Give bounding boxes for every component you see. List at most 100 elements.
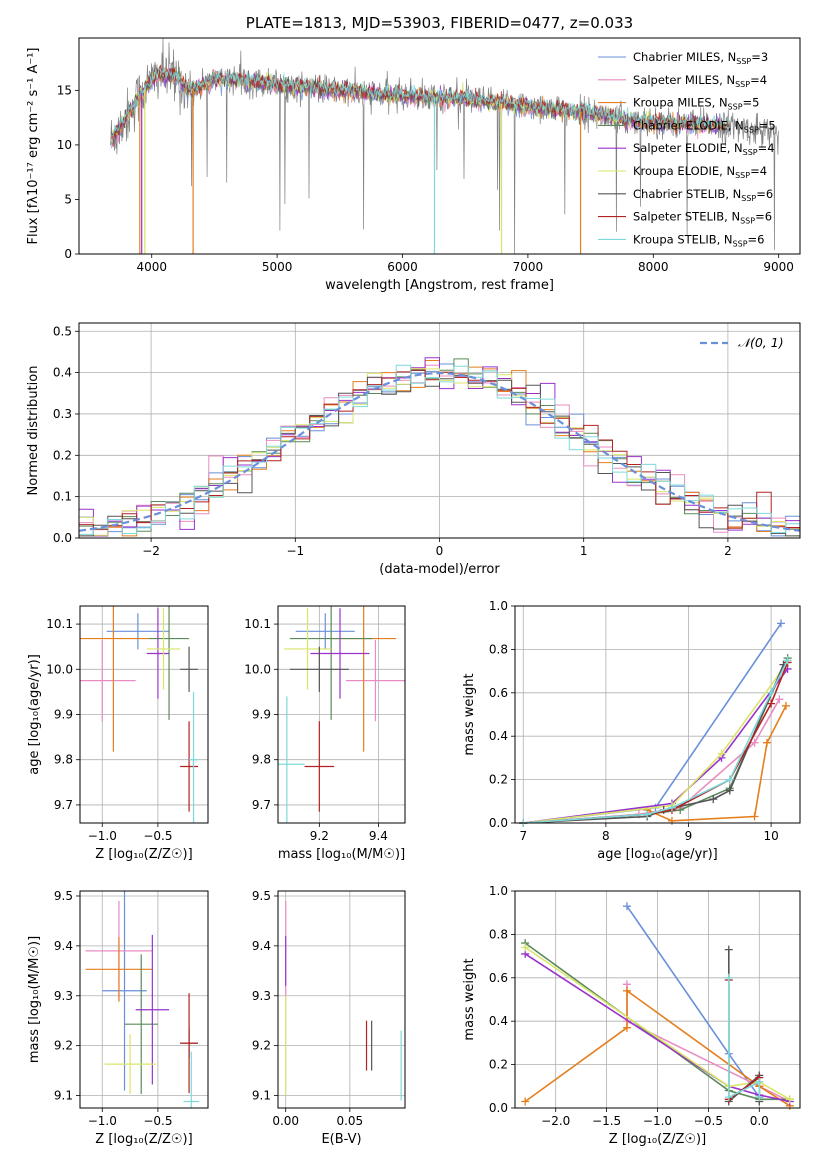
data-point: [725, 786, 734, 795]
chart-residual-histogram: −2 −1 0 1 2 0.0 0.1 0.2 0.3 0.4 0.5 (data-model)/er…: [26, 322, 801, 577]
data-point: [755, 1093, 764, 1102]
histogram-7: [79, 369, 800, 530]
x-axis-label: (data-model)/error: [379, 562, 500, 577]
y-tick-label: 9.4: [54, 939, 73, 953]
y-axis-label: mass weight: [462, 958, 477, 1040]
legend-subscript: SSP: [740, 217, 755, 226]
legend-entry: Kroupa ELODIE, NSSP=4: [633, 164, 767, 180]
data-point: [643, 810, 652, 819]
x-tick-label: −1.0: [88, 1114, 117, 1128]
legend-text-tail: =6: [756, 187, 773, 201]
data-point: [777, 619, 785, 628]
data-point: [622, 1023, 631, 1032]
x-tick-label: −1.5: [592, 1114, 621, 1128]
x-tick-label: 8000: [638, 260, 669, 274]
y-tick-label: 0.6: [489, 971, 508, 985]
axes-frame: [78, 37, 801, 255]
data-point: [717, 749, 726, 758]
x-tick-label: 8: [602, 829, 610, 843]
y-axis-label: Flux [fλ10⁻¹⁷ erg cm⁻² s⁻¹ A⁻¹]: [26, 48, 41, 245]
legend-text: Chabrier MILES, N: [633, 50, 736, 64]
series-line-6: [523, 664, 785, 824]
y-tick-label: 9.7: [54, 798, 73, 812]
series-line-8: [728, 977, 761, 1099]
legend-text-tail: =6: [755, 210, 772, 224]
model-spectrum-6: [111, 67, 729, 138]
x-tick-label: 1: [580, 544, 588, 558]
series-line-5: [524, 946, 791, 1100]
y-tick-label: 10.0: [244, 662, 271, 676]
axes-frame: [277, 890, 406, 1109]
x-tick-label: −1.0: [643, 1114, 672, 1128]
x-tick-label: −2: [142, 544, 160, 558]
legend-entry: Chabrier STELIB, NSSP=6: [633, 187, 773, 203]
y-tick-label: 9.5: [252, 889, 271, 903]
y-axis-label: mass [log₁₀(M/M☉)]: [27, 936, 42, 1063]
data-point: [667, 816, 676, 825]
data-point: [622, 902, 631, 911]
data-point: [521, 1097, 530, 1106]
data-point: [750, 812, 759, 821]
data-point: [622, 986, 631, 995]
axes-frame: [514, 890, 801, 1109]
data-point: [785, 1095, 794, 1104]
legend-text: Salpeter STELIB, N: [633, 210, 740, 224]
y-tick-label: 0.3: [53, 407, 72, 421]
legend-text-tail: =3: [751, 50, 768, 64]
legend-entry: 𝒩(0, 1): [738, 335, 784, 350]
legend-subscript: SSP: [741, 194, 756, 203]
x-tick-label: 9: [685, 829, 693, 843]
chart-z-vs-mass-weight: −2.0 −1.5 −1.0 −0.5 0.0 0.0 0.2 0.4 0.6 0.8 1.0 Z […: [462, 884, 801, 1147]
legend-text: Chabrier ELODIE, N: [633, 118, 744, 132]
legend-text: Salpeter ELODIE, N: [633, 141, 743, 155]
legend-subscript: SSP: [733, 239, 748, 248]
legend-text-tail: =5: [759, 118, 776, 132]
axes-frame: [78, 322, 801, 539]
chart-z-vs-mass: −1.0 −0.5 9.1 9.2 9.3 9.4 9.5 Z [log₁₀(Z/Z☉)] ma…: [27, 889, 209, 1147]
legend-text-tail: =4: [750, 73, 767, 87]
chart-spectrum: 4000 5000 6000 7000 8000 9000 0 5 10 15 wavelength…: [26, 37, 801, 293]
legend-entry: Chabrier MILES, NSSP=3: [633, 50, 768, 66]
y-tick-label: 0.0: [489, 1101, 508, 1115]
x-axis-label: wavelength [Angstrom, rest frame]: [325, 278, 554, 293]
data-point: [667, 803, 676, 812]
y-tick-label: 9.8: [252, 753, 271, 767]
legend-text-tail: =4: [750, 164, 767, 178]
y-tick-label: 9.3: [252, 989, 271, 1003]
x-tick-label: 9000: [763, 260, 794, 274]
legend-entry: Salpeter STELIB, NSSP=6: [633, 210, 772, 226]
legend-subscript: SSP: [728, 103, 743, 112]
legend-entry: Salpeter MILES, NSSP=4: [633, 73, 767, 89]
plot-area: [109, 38, 779, 254]
legend-text-tail: =4: [758, 141, 775, 155]
y-tick-label: 9.1: [252, 1089, 271, 1103]
series-line-0: [626, 905, 760, 1098]
legend-subscript: SSP: [743, 148, 758, 157]
data-point: [724, 973, 733, 982]
legend-text: Kroupa MILES, N: [633, 96, 728, 110]
chart-mass-vs-age: 9.2 9.4 9.7 9.8 9.9 10.0 10.1 mass [log₁₀(M/M☉)…: [244, 605, 406, 862]
x-axis-label: mass [log₁₀(M/M☉)]: [278, 847, 405, 862]
data-point: [767, 699, 776, 708]
y-tick-label: 9.2: [54, 1039, 73, 1053]
legend-text: Kroupa ELODIE, N: [633, 164, 735, 178]
x-tick-label: −0.5: [143, 829, 172, 843]
legend-entry: Kroupa STELIB, NSSP=6: [633, 232, 764, 248]
x-tick-label: 0.0: [750, 1114, 769, 1128]
y-tick-label: 10.1: [244, 617, 271, 631]
series-line-7: [728, 980, 761, 1101]
data-point: [724, 945, 733, 954]
y-tick-label: 9.9: [54, 708, 73, 722]
y-tick-label: 0.4: [489, 729, 508, 743]
data-point: [709, 795, 718, 804]
x-tick-label: 9.2: [310, 829, 329, 843]
y-tick-label: 0: [64, 247, 72, 261]
data-point: [724, 1093, 733, 1102]
y-axis-label: Normed distribution: [26, 366, 41, 496]
x-tick-label: 9.4: [369, 829, 388, 843]
y-tick-label: 0.5: [53, 324, 72, 338]
legend-subscript: SSP: [735, 80, 750, 89]
series-line-0: [523, 622, 782, 824]
y-axis-label: age [log₁₀(age/yr)]: [27, 654, 42, 775]
y-tick-label: 10.0: [46, 662, 73, 676]
